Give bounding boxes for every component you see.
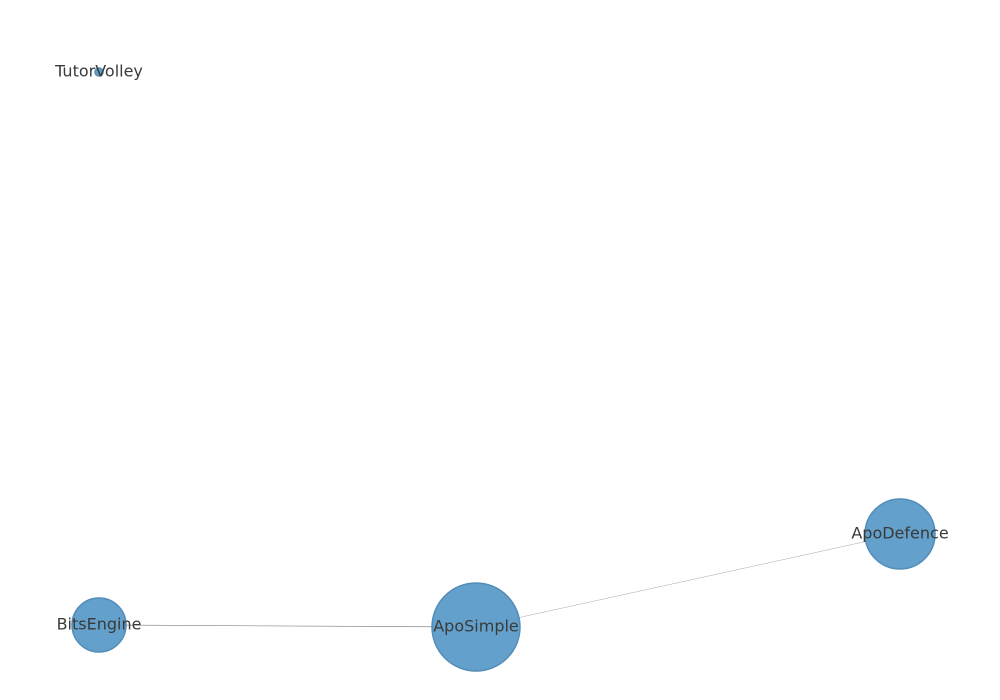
node-apodefence-circle[interactable] xyxy=(864,498,936,570)
edges-layer xyxy=(98,533,901,628)
node-apodefence-label: ApoDefence xyxy=(851,524,948,543)
node-bitsengine[interactable]: BitsEngine xyxy=(57,597,142,653)
node-bitsengine-label: BitsEngine xyxy=(57,615,142,634)
node-bitsengine-circle[interactable] xyxy=(71,597,127,653)
nodes-layer: TutorVolley BitsEngine ApoSimple ApoDefe… xyxy=(54,62,949,672)
node-tutorvolley-circle[interactable] xyxy=(94,67,104,77)
edge-aposimple-apodefence xyxy=(475,533,901,628)
node-aposimple-label: ApoSimple xyxy=(433,617,519,636)
node-tutorvolley-label: TutorVolley xyxy=(54,62,143,81)
edge-bitsengine-aposimple xyxy=(98,624,477,628)
node-tutorvolley[interactable]: TutorVolley xyxy=(54,62,143,81)
node-apodefence[interactable]: ApoDefence xyxy=(851,498,949,570)
node-aposimple[interactable]: ApoSimple xyxy=(431,582,521,672)
node-aposimple-circle[interactable] xyxy=(431,582,521,672)
